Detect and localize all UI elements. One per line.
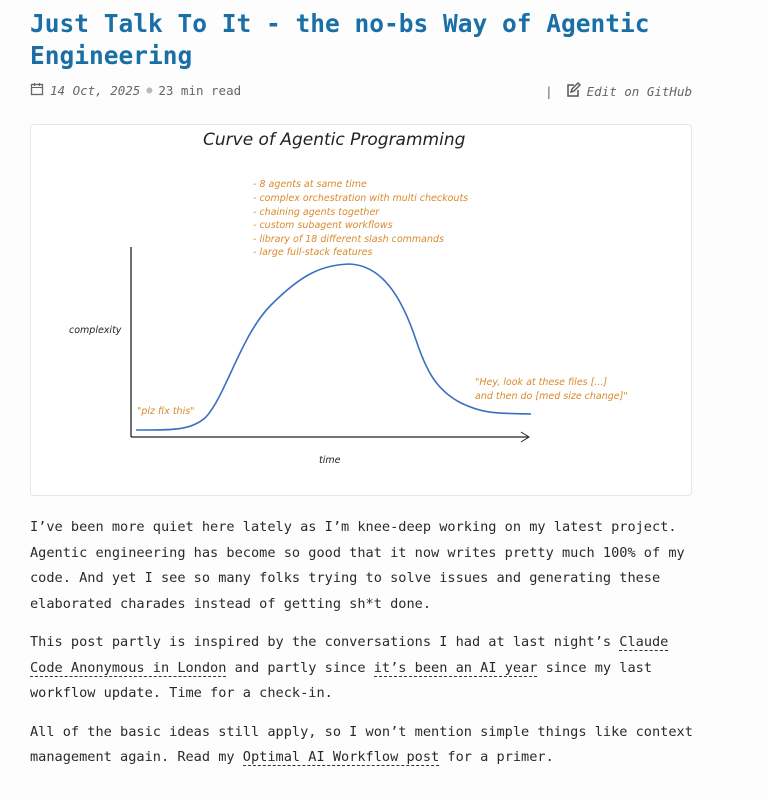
- x-axis-arrow: [520, 431, 530, 443]
- paragraph: All of the basic ideas still apply, so I…: [30, 720, 700, 771]
- peak-note: - library of 18 different slash commands: [253, 234, 444, 245]
- divider: |: [545, 84, 553, 99]
- ai-year-link[interactable]: it’s been an AI year: [373, 659, 538, 677]
- separator-dot: ●: [146, 85, 153, 96]
- peak-note: - custom subagent workflows: [253, 220, 393, 231]
- text: This post partly is inspired by the conv…: [30, 634, 620, 650]
- curve-figure: Curve of Agentic Programming - 8 agents …: [30, 124, 692, 496]
- text: and partly since: [226, 659, 374, 676]
- read-time: 23 min read: [158, 83, 242, 98]
- x-axis-label: time: [319, 455, 341, 466]
- end-note: "Hey, look at these files [...]: [475, 377, 607, 388]
- article: Just Talk To It - the no-bs Way of Agent…: [30, 0, 693, 766]
- page-title: Just Talk To It - the no-bs Way of Agent…: [30, 9, 650, 70]
- figure-title: Curve of Agentic Programming: [203, 130, 466, 150]
- edit-icon: [565, 82, 581, 101]
- text: since my last workflow update. Time for …: [30, 659, 653, 702]
- edit-label: Edit on GitHub: [586, 84, 692, 99]
- post-date: 14 Oct, 2025: [50, 83, 141, 98]
- paragraph: This post partly is inspired by the conv…: [30, 630, 700, 707]
- start-note: "plz fix this": [137, 406, 195, 417]
- end-note: and then do [med size change]": [475, 391, 628, 402]
- post-meta: 14 Oct, 2025 ● 23 min read | Edit on Git…: [30, 82, 692, 100]
- post-body: I’ve been more quiet here lately as I’m …: [30, 515, 700, 784]
- peak-notes: - 8 agents at same time - complex orches…: [253, 179, 468, 258]
- text: for a primer.: [439, 749, 554, 765]
- text: All of the basic ideas still apply, so I…: [30, 723, 693, 766]
- peak-note: - complex orchestration with multi check…: [253, 193, 468, 204]
- peak-note: - 8 agents at same time: [253, 179, 367, 190]
- paragraph: I’ve been more quiet here lately as I’m …: [30, 519, 685, 612]
- calendar-icon: [30, 82, 44, 99]
- y-axis-label: complexity: [69, 325, 122, 336]
- edit-on-github-link[interactable]: | Edit on GitHub: [545, 82, 692, 101]
- claude-code-anonymous-link[interactable]: Claude Code Anonymous in London: [30, 634, 669, 677]
- optimal-ai-workflow-link[interactable]: Optimal AI Workflow post: [242, 749, 440, 766]
- peak-note: - large full-stack features: [253, 247, 373, 258]
- peak-note: - chaining agents together: [253, 207, 380, 218]
- complexity-curve: [135, 263, 532, 431]
